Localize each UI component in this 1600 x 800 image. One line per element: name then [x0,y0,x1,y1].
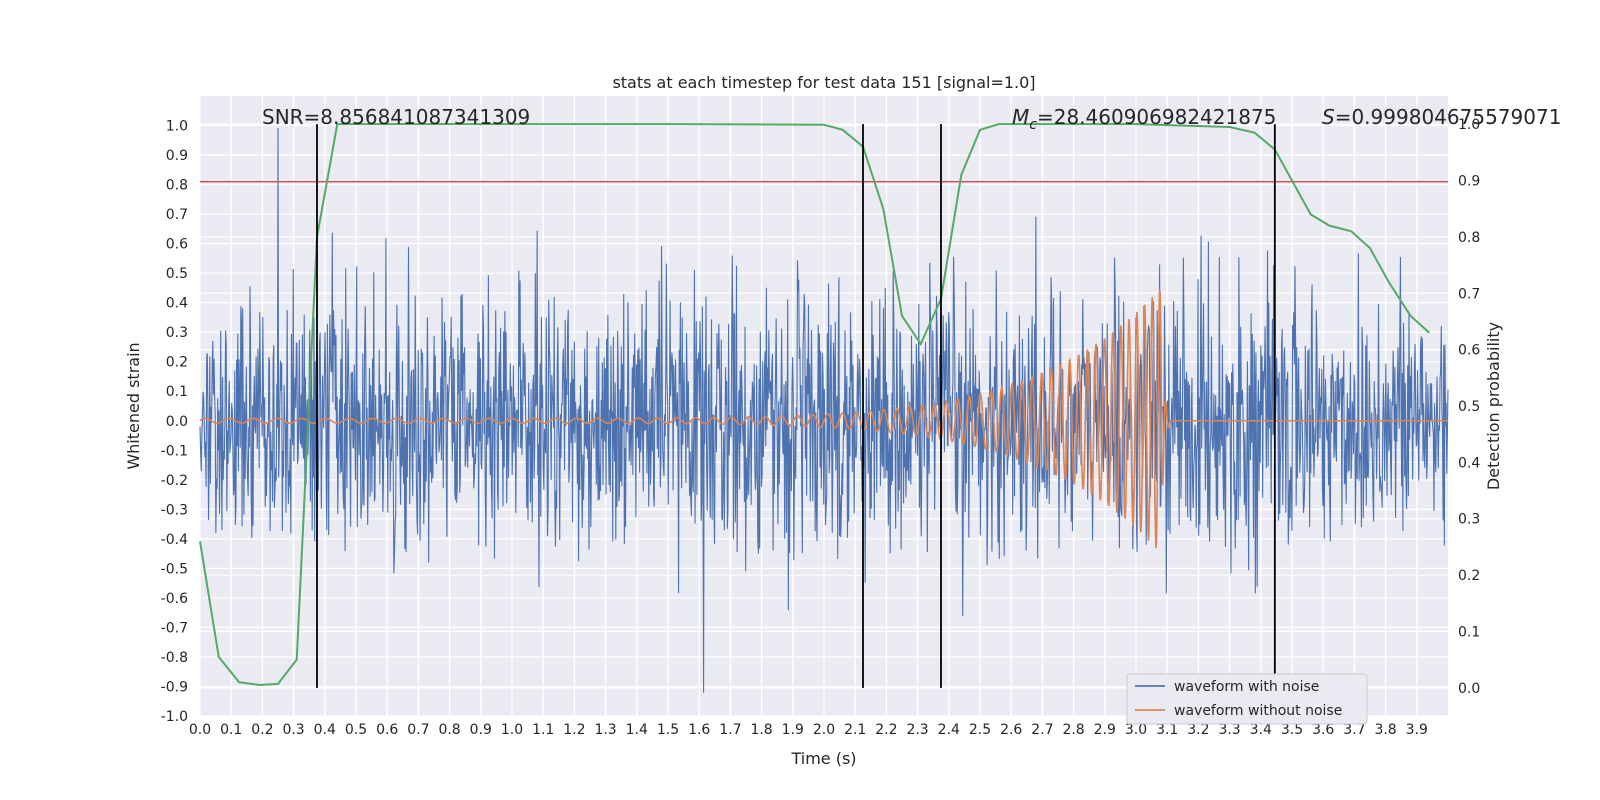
x-tick-label: 1.0 [501,722,523,738]
y-tick-label: -0.2 [161,473,188,489]
score-symbol: S [1322,105,1335,129]
x-tick-label: 3.3 [1218,722,1240,738]
x-tick-label: 0.9 [470,722,492,738]
y-tick-label: 0.2 [166,355,188,371]
y2-tick-label: 0.3 [1458,512,1480,528]
series-detection-probability [199,123,1430,687]
x-tick-label: 2.5 [969,722,991,738]
x-tick-label: 2.4 [938,722,960,738]
y-tick-label: -0.1 [161,443,188,459]
x-tick-label: 3.9 [1406,722,1428,738]
x-tick-label: 3.1 [1156,722,1178,738]
x-tick-label: 0.4 [314,722,336,738]
y-tick-label: -0.6 [161,591,188,607]
x-tick-label: 1.1 [532,722,554,738]
x-axis-label: Time (s) [790,749,856,768]
x-axis-ticks: 0.0 0.1 0.2 0.3 0.4 0.5 0.6 0.7 0.8 0.9 1.0 1.1 1.2 1… [189,722,1428,738]
y2-tick-label: 1.0 [1458,117,1480,133]
y-tick-label: 0.0 [166,414,188,430]
score-value: =0.999804675579071 [1335,105,1562,129]
x-tick-label: 2.7 [1031,722,1053,738]
y2-tick-label: 0.6 [1458,343,1480,359]
legend-box [1126,673,1368,725]
x-tick-label: 3.0 [1125,722,1147,738]
x-tick-label: 2.0 [813,722,835,738]
y-tick-label: -0.7 [161,620,188,636]
chirp-mass-symbol: M [1012,105,1029,129]
x-tick-label: 1.2 [563,722,585,738]
y2-tick-label: 0.5 [1458,399,1480,415]
x-tick-label: 1.4 [626,722,648,738]
y-tick-label: 0.6 [166,237,188,253]
y2-tick-label: 0.0 [1458,681,1480,697]
x-tick-label: 0.3 [282,722,304,738]
y2-tick-label: 0.8 [1458,230,1480,246]
legend-label-noise: waveform with noise [1174,679,1319,695]
y-tick-label: -0.3 [161,502,188,518]
x-tick-label: 1.5 [657,722,679,738]
x-tick-label: 2.9 [1094,722,1116,738]
x-tick-label: 0.0 [189,722,211,738]
y-tick-label: -0.9 [161,679,188,695]
y-tick-label: 0.4 [166,296,188,312]
x-tick-label: 3.4 [1250,722,1272,738]
series-waveform-without-noise [199,289,1448,549]
x-tick-label: 1.6 [688,722,710,738]
y2-axis-ticks: 0.0 0.1 0.2 0.3 0.4 0.5 0.6 0.7 0.8 0.9 1.0 [1458,117,1480,697]
x-tick-label: 2.2 [875,722,897,738]
y-tick-label: 0.7 [166,207,188,223]
y-tick-label: -0.8 [161,650,188,666]
vertical-markers [316,124,1276,688]
y-axis-ticks: -1.0 -0.9 -0.8 -0.7 -0.6 -0.5 -0.4 -0.3 -0.2 -0.1… [161,119,188,725]
x-tick-label: 3.5 [1281,722,1303,738]
y2-tick-label: 0.7 [1458,286,1480,302]
x-tick-label: 3.6 [1312,722,1334,738]
x-tick-label: 0.6 [376,722,398,738]
x-tick-label: 1.8 [750,722,772,738]
y-tick-label: -0.5 [161,561,188,577]
y2-tick-label: 0.4 [1458,455,1480,471]
y-tick-label: -0.4 [161,532,188,548]
x-tick-label: 2.3 [906,722,928,738]
x-tick-label: 0.1 [220,722,242,738]
snr-annotation: SNR=8.856841087341309 [262,105,530,129]
x-tick-label: 3.7 [1343,722,1365,738]
chirp-mass-annotation: Mc=28.460906982421875 [1012,105,1276,133]
y-tick-label: 0.9 [166,148,188,164]
x-tick-label: 3.2 [1187,722,1209,738]
series-waveform-with-noise [199,127,1449,693]
y-tick-label: 0.5 [166,266,188,282]
legend: waveform with noise waveform without noi… [1126,673,1368,725]
x-tick-label: 2.8 [1062,722,1084,738]
y-tick-label: 0.3 [166,325,188,341]
x-tick-label: 1.3 [594,722,616,738]
y-tick-label: 0.1 [166,384,188,400]
chart-title: stats at each timestep for test data 151… [612,73,1035,92]
chirp-mass-subscript: c [1029,117,1037,133]
x-tick-label: 2.6 [1000,722,1022,738]
y2-tick-label: 0.2 [1458,568,1480,584]
x-tick-label: 0.5 [345,722,367,738]
legend-label-clean: waveform without noise [1174,703,1342,719]
y-axis-label: Whitened strain [124,342,143,469]
x-tick-label: 1.9 [782,722,804,738]
x-tick-label: 1.7 [719,722,741,738]
clean-waveform-line [199,289,1448,549]
y-tick-label: -1.0 [161,709,188,725]
score-annotation: S=0.999804675579071 [1322,105,1561,129]
x-tick-label: 3.8 [1374,722,1396,738]
x-tick-label: 2.1 [844,722,866,738]
x-tick-label: 0.8 [438,722,460,738]
y-tick-label: 0.8 [166,178,188,194]
y2-tick-label: 0.9 [1458,174,1480,190]
noise-waveform-line [199,127,1449,693]
y2-axis-label: Detection probability [1484,322,1503,490]
detection-probability-line [199,123,1430,687]
x-tick-label: 0.2 [251,722,273,738]
x-tick-label: 0.7 [407,722,429,738]
y-tick-label: 1.0 [166,119,188,135]
chirp-mass-value: =28.460906982421875 [1037,105,1276,129]
y2-tick-label: 0.1 [1458,624,1480,640]
